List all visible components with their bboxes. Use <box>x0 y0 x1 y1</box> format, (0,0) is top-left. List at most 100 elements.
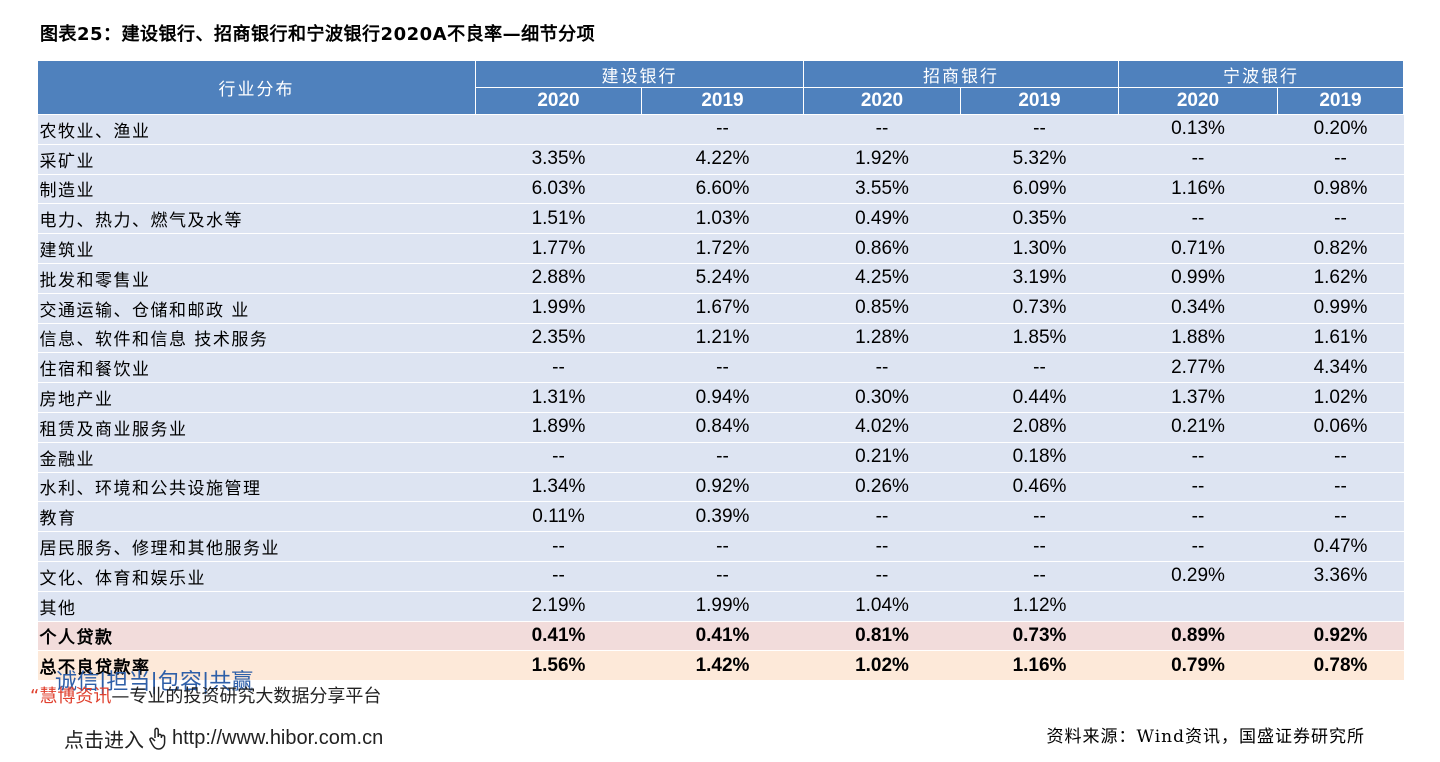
npl-value-cell <box>475 114 642 145</box>
npl-value-cell: -- <box>960 531 1119 562</box>
npl-value-cell: 1.61% <box>1277 323 1404 354</box>
npl-value-cell: -- <box>1277 144 1404 175</box>
npl-value-cell: 2.35% <box>475 323 642 354</box>
npl-value-cell: 1.04% <box>803 591 961 622</box>
table-row: 文化、体育和娱乐业 -- -- -- -- 0.29% 3.36% <box>37 561 1404 592</box>
industry-label: 批发和零售业 <box>37 263 476 294</box>
year-header: 2019 <box>641 87 804 115</box>
npl-value-cell: 3.35% <box>475 144 642 175</box>
npl-value-cell: 1.99% <box>475 293 642 324</box>
npl-value-cell: 1.51% <box>475 203 642 235</box>
industry-label: 信息、软件和信息 技术服务 <box>37 323 476 354</box>
npl-value-cell: -- <box>475 561 642 592</box>
table-row: 租赁及商业服务业 1.89% 0.84% 4.02% 2.08% 0.21% 0.06% <box>37 412 1404 443</box>
page-title: 图表25：建设银行、招商银行和宁波银行2020A不良率—细节分项 <box>40 24 596 45</box>
npl-value-cell: 0.34% <box>1118 293 1278 324</box>
npl-value-cell: 6.60% <box>641 174 804 205</box>
npl-value-cell: 0.94% <box>641 382 804 413</box>
npl-value-cell: 0.21% <box>803 442 961 473</box>
npl-value-cell: -- <box>1277 203 1404 235</box>
table-row: 教育 0.11% 0.39% -- -- -- -- <box>37 501 1404 533</box>
npl-value-cell: 1.85% <box>960 323 1119 354</box>
npl-value-cell: 0.11% <box>475 501 642 533</box>
link-url[interactable]: http://www.hibor.com.cn <box>172 727 384 749</box>
link-prefix: 点击进入 <box>64 730 144 752</box>
table-row: 房地产业 1.31% 0.94% 0.30% 0.44% 1.37% 1.02% <box>37 382 1404 413</box>
watermark-link[interactable]: 点击进入 http://www.hibor.com.cn <box>64 724 383 753</box>
npl-value-cell: 1.56% <box>475 650 642 682</box>
npl-value-cell: 5.32% <box>960 144 1119 175</box>
npl-value-cell: 0.18% <box>960 442 1119 473</box>
npl-value-cell: -- <box>1118 501 1278 533</box>
npl-value-cell: 0.49% <box>803 203 961 235</box>
npl-value-cell: -- <box>475 442 642 473</box>
npl-value-cell: 0.21% <box>1118 412 1278 443</box>
npl-value-cell: 0.82% <box>1277 233 1404 264</box>
industry-label: 农牧业、渔业 <box>37 114 476 145</box>
npl-value-cell: -- <box>960 561 1119 592</box>
npl-value-cell: 1.77% <box>475 233 642 264</box>
npl-value-cell: -- <box>475 352 642 384</box>
npl-value-cell: 0.41% <box>641 621 804 652</box>
npl-value-cell: -- <box>1118 472 1278 503</box>
npl-value-cell: -- <box>1118 203 1278 235</box>
npl-value-cell: 1.16% <box>960 650 1119 682</box>
npl-value-cell: 1.03% <box>641 203 804 235</box>
table-row: 其他 2.19% 1.99% 1.04% 1.12% <box>37 591 1404 622</box>
npl-value-cell: 0.85% <box>803 293 961 324</box>
npl-value-cell: 4.25% <box>803 263 961 294</box>
npl-value-cell <box>1118 591 1278 622</box>
total-npl-row: 总不良贷款率 1.56% 1.42% 1.02% 1.16% 0.79% 0.78% <box>37 650 1404 682</box>
npl-value-cell: 1.12% <box>960 591 1119 622</box>
npl-value-cell: 0.99% <box>1118 263 1278 294</box>
npl-value-cell: 0.47% <box>1277 531 1404 562</box>
table-row: 居民服务、修理和其他服务业 -- -- -- -- -- 0.47% <box>37 531 1404 562</box>
bank-header-ccb: 建设银行 <box>475 60 804 88</box>
npl-value-cell: -- <box>1277 442 1404 473</box>
category-header: 行业分布 <box>37 60 476 115</box>
npl-value-cell: -- <box>803 561 961 592</box>
source-note: 资料来源：Wind资讯，国盛证券研究所 <box>1046 727 1365 747</box>
npl-value-cell: 1.62% <box>1277 263 1404 294</box>
npl-value-cell: -- <box>641 442 804 473</box>
npl-value-cell: 1.16% <box>1118 174 1278 205</box>
npl-value-cell: 0.92% <box>1277 621 1404 652</box>
npl-value-cell: 0.35% <box>960 203 1119 235</box>
npl-value-cell: 1.34% <box>475 472 642 503</box>
npl-value-cell: -- <box>960 501 1119 533</box>
bank-header-nbcb: 宁波银行 <box>1118 60 1404 88</box>
npl-value-cell: -- <box>1118 531 1278 562</box>
npl-value-cell: 6.09% <box>960 174 1119 205</box>
industry-label: 总不良贷款率 <box>37 650 476 682</box>
npl-value-cell: 6.03% <box>475 174 642 205</box>
npl-value-cell: 0.81% <box>803 621 961 652</box>
npl-value-cell: 0.46% <box>960 472 1119 503</box>
npl-value-cell: -- <box>475 531 642 562</box>
npl-value-cell: 5.24% <box>641 263 804 294</box>
npl-value-cell: 1.02% <box>1277 382 1404 413</box>
npl-value-cell: 0.13% <box>1118 114 1278 145</box>
npl-value-cell: 1.21% <box>641 323 804 354</box>
table-row: 信息、软件和信息 技术服务 2.35% 1.21% 1.28% 1.85% 1.88% 1.… <box>37 323 1404 354</box>
bank-header-cmb: 招商银行 <box>803 60 1119 88</box>
industry-label: 教育 <box>37 501 476 533</box>
npl-value-cell: 1.42% <box>641 650 804 682</box>
npl-value-cell: 0.73% <box>960 621 1119 652</box>
industry-label: 租赁及商业服务业 <box>37 412 476 443</box>
pointer-hand-icon <box>149 727 166 750</box>
npl-value-cell: 0.99% <box>1277 293 1404 324</box>
table-header: 行业分布 建设银行 招商银行 宁波银行 2020 2019 2020 2019 … <box>37 60 1404 115</box>
npl-value-cell: 2.88% <box>475 263 642 294</box>
table-body: 农牧业、渔业 -- -- -- 0.13% 0.20% 采矿业 3.35% 4.22% 1.92%… <box>37 114 1404 682</box>
industry-label: 制造业 <box>37 174 476 205</box>
industry-label: 个人贷款 <box>37 621 476 652</box>
npl-value-cell: 1.92% <box>803 144 961 175</box>
watermark-slogan: 诚信|担当|包容|共赢 <box>55 670 254 695</box>
npl-value-cell: 4.22% <box>641 144 804 175</box>
npl-value-cell: 0.20% <box>1277 114 1404 145</box>
npl-value-cell: 1.67% <box>641 293 804 324</box>
industry-label: 房地产业 <box>37 382 476 413</box>
industry-label: 电力、热力、燃气及水等 <box>37 203 476 235</box>
npl-value-cell: -- <box>641 531 804 562</box>
npl-value-cell: 0.29% <box>1118 561 1278 592</box>
